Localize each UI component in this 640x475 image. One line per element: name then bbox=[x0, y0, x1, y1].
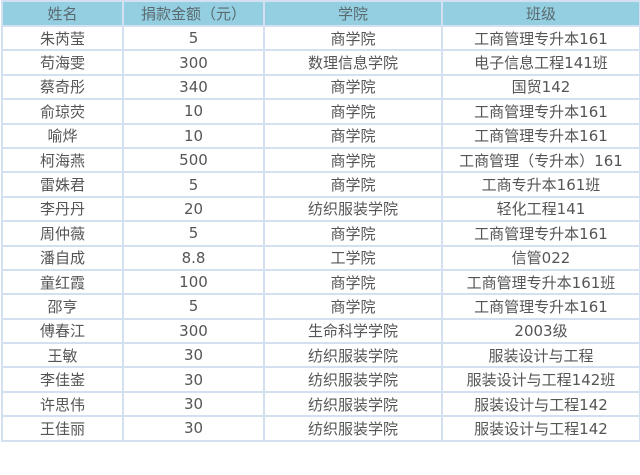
cell-class: 工商管理专升本161 bbox=[441, 24, 640, 52]
table-row: 傅春江 300 生命科学学院 2003级 bbox=[1, 317, 640, 345]
header-amount: 捐款金额（元） bbox=[122, 0, 265, 27]
cell-college: 商学院 bbox=[263, 122, 443, 149]
cell-amount: 20 bbox=[122, 195, 265, 223]
table-row: 柯海燕 500 商学院 工商管理（专升本）161 bbox=[1, 146, 640, 174]
table-row: 童红霞 100 商学院 工商管理专升本161班 bbox=[1, 268, 640, 296]
cell-class: 轻化工程141 bbox=[441, 195, 640, 223]
cell-college: 商学院 bbox=[263, 146, 443, 174]
header-name: 姓名 bbox=[1, 0, 124, 27]
cell-college: 商学院 bbox=[263, 171, 443, 198]
cell-class: 工商管理专升本161 bbox=[441, 122, 640, 149]
table-row: 蔡奇彤 340 商学院 国贸142 bbox=[1, 73, 640, 101]
cell-class: 2003级 bbox=[441, 317, 640, 345]
cell-name: 俞琼荧 bbox=[1, 98, 124, 125]
cell-name: 苟海雯 bbox=[1, 49, 124, 76]
cell-college: 纺织服装学院 bbox=[263, 366, 443, 393]
cell-amount: 300 bbox=[122, 317, 265, 345]
cell-amount: 340 bbox=[122, 73, 265, 101]
table-row: 苟海雯 300 数理信息学院 电子信息工程141班 bbox=[1, 49, 640, 76]
cell-amount: 30 bbox=[122, 366, 265, 393]
cell-name: 李佳崟 bbox=[1, 366, 124, 393]
cell-college: 商学院 bbox=[263, 220, 443, 247]
cell-amount: 5 bbox=[122, 24, 265, 52]
cell-name: 朱芮莹 bbox=[1, 24, 124, 52]
table-row: 喻烨 10 商学院 工商管理专升本161 bbox=[1, 122, 640, 149]
cell-name: 王敏 bbox=[1, 342, 124, 369]
cell-amount: 300 bbox=[122, 49, 265, 76]
table-row: 王佳丽 30 纺织服装学院 服装设计与工程142 bbox=[1, 415, 640, 442]
cell-name: 邵亨 bbox=[1, 293, 124, 320]
donation-table: 姓名 捐款金额（元） 学院 班级 朱芮莹 5 商学院 工商管理专升本161 苟海雯 300 数理信… bbox=[1, 0, 640, 442]
cell-class: 电子信息工程141班 bbox=[441, 49, 640, 76]
cell-name: 王佳丽 bbox=[1, 415, 124, 442]
cell-college: 纺织服装学院 bbox=[263, 195, 443, 223]
cell-amount: 500 bbox=[122, 146, 265, 174]
cell-name: 喻烨 bbox=[1, 122, 124, 149]
cell-class: 国贸142 bbox=[441, 73, 640, 101]
cell-college: 商学院 bbox=[263, 268, 443, 296]
cell-name: 潘自成 bbox=[1, 244, 124, 271]
table-row: 许思伟 30 纺织服装学院 服装设计与工程142 bbox=[1, 390, 640, 418]
cell-amount: 100 bbox=[122, 268, 265, 296]
cell-amount: 30 bbox=[122, 342, 265, 369]
cell-college: 工学院 bbox=[263, 244, 443, 271]
cell-college: 纺织服装学院 bbox=[263, 390, 443, 418]
table-row: 俞琼荧 10 商学院 工商管理专升本161 bbox=[1, 98, 640, 125]
cell-amount: 10 bbox=[122, 122, 265, 149]
cell-college: 生命科学学院 bbox=[263, 317, 443, 345]
cell-amount: 30 bbox=[122, 415, 265, 442]
cell-class: 服装设计与工程142班 bbox=[441, 366, 640, 393]
header-class: 班级 bbox=[441, 0, 640, 27]
cell-amount: 30 bbox=[122, 390, 265, 418]
cell-college: 商学院 bbox=[263, 73, 443, 101]
cell-name: 雷姝君 bbox=[1, 171, 124, 198]
cell-class: 工商管理专升本161 bbox=[441, 293, 640, 320]
table-row: 周仲薇 5 商学院 工商管理专升本161 bbox=[1, 220, 640, 247]
table-row: 李佳崟 30 纺织服装学院 服装设计与工程142班 bbox=[1, 366, 640, 393]
cell-name: 李丹丹 bbox=[1, 195, 124, 223]
cell-college: 商学院 bbox=[263, 293, 443, 320]
cell-class: 工商管理（专升本）161 bbox=[441, 146, 640, 174]
cell-college: 纺织服装学院 bbox=[263, 415, 443, 442]
cell-class: 服装设计与工程142 bbox=[441, 390, 640, 418]
cell-amount: 5 bbox=[122, 293, 265, 320]
table-row: 朱芮莹 5 商学院 工商管理专升本161 bbox=[1, 24, 640, 52]
cell-amount: 5 bbox=[122, 171, 265, 198]
cell-name: 童红霞 bbox=[1, 268, 124, 296]
header-row: 姓名 捐款金额（元） 学院 班级 bbox=[1, 0, 640, 27]
cell-amount: 8.8 bbox=[122, 244, 265, 271]
cell-amount: 10 bbox=[122, 98, 265, 125]
cell-college: 商学院 bbox=[263, 24, 443, 52]
cell-name: 傅春江 bbox=[1, 317, 124, 345]
cell-name: 蔡奇彤 bbox=[1, 73, 124, 101]
table-row: 雷姝君 5 商学院 工商专升本161班 bbox=[1, 171, 640, 198]
cell-class: 工商管理专升本161 bbox=[441, 98, 640, 125]
header-college: 学院 bbox=[263, 0, 443, 27]
table-row: 邵亨 5 商学院 工商管理专升本161 bbox=[1, 293, 640, 320]
cell-class: 工商专升本161班 bbox=[441, 171, 640, 198]
cell-class: 工商管理专升本161 bbox=[441, 220, 640, 247]
table-row: 王敏 30 纺织服装学院 服装设计与工程 bbox=[1, 342, 640, 369]
cell-amount: 5 bbox=[122, 220, 265, 247]
table-row: 潘自成 8.8 工学院 信管022 bbox=[1, 244, 640, 271]
cell-name: 周仲薇 bbox=[1, 220, 124, 247]
cell-college: 商学院 bbox=[263, 98, 443, 125]
cell-college: 数理信息学院 bbox=[263, 49, 443, 76]
cell-name: 许思伟 bbox=[1, 390, 124, 418]
cell-class: 服装设计与工程 bbox=[441, 342, 640, 369]
cell-class: 服装设计与工程142 bbox=[441, 415, 640, 442]
cell-college: 纺织服装学院 bbox=[263, 342, 443, 369]
cell-name: 柯海燕 bbox=[1, 146, 124, 174]
table-row: 李丹丹 20 纺织服装学院 轻化工程141 bbox=[1, 195, 640, 223]
cell-class: 信管022 bbox=[441, 244, 640, 271]
cell-class: 工商管理专升本161班 bbox=[441, 268, 640, 296]
